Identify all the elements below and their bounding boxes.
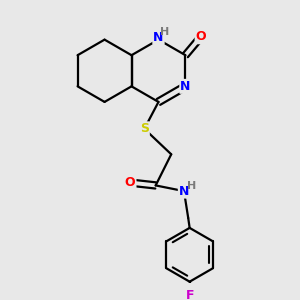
Text: F: F <box>185 289 194 300</box>
Text: O: O <box>125 176 136 189</box>
Text: S: S <box>140 122 149 135</box>
Text: H: H <box>187 181 196 191</box>
Text: H: H <box>160 27 169 37</box>
Text: N: N <box>179 184 189 198</box>
Text: N: N <box>180 80 191 93</box>
Text: O: O <box>196 30 206 43</box>
Text: N: N <box>153 31 164 44</box>
